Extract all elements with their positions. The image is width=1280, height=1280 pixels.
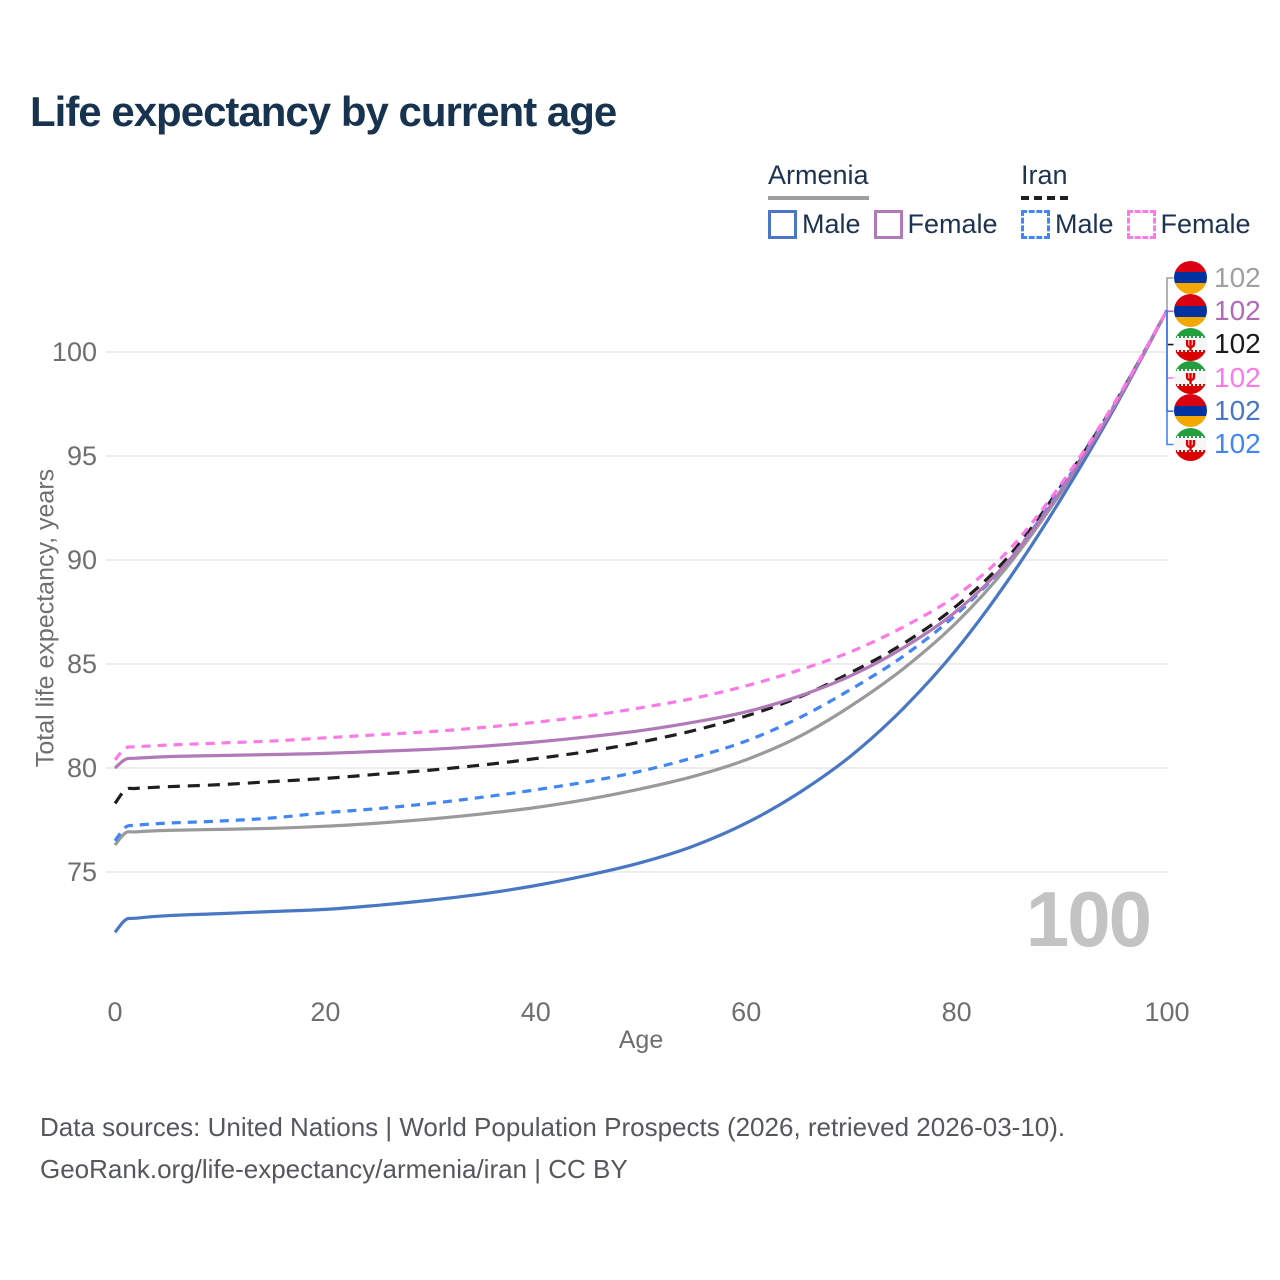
legend-item-label: Male	[802, 209, 861, 239]
y-tick-label: 75	[67, 857, 97, 887]
end-label-armenia-both: ψ 102	[1174, 261, 1261, 295]
armenia-flag-icon: ψ	[1174, 294, 1207, 328]
iran-flag-icon: ψ	[1174, 327, 1207, 361]
x-tick-label: 100	[1144, 997, 1189, 1027]
end-label-connector	[1166, 310, 1174, 446]
y-tick-label: 95	[67, 441, 97, 471]
iran-flag-icon: ψ	[1174, 427, 1207, 461]
end-label-iran-both: ψ 102	[1174, 327, 1261, 361]
series-line-armenia-female	[113, 309, 1169, 770]
armenia-flag-icon: ψ	[1174, 261, 1207, 295]
series-line-iran-both	[113, 309, 1169, 805]
iran-flag-icon: ψ	[1174, 361, 1207, 394]
series-end-labels: ψ 102 ψ 102 ψ 102 ψ 102 ψ 102 ψ 102	[1174, 261, 1261, 461]
armenia-female-swatch	[873, 210, 903, 239]
x-tick-label: 20	[310, 997, 340, 1027]
legend-group-title-iran: Iran	[1021, 160, 1068, 200]
end-value: 102	[1214, 394, 1261, 426]
armenia-flag-icon: ψ	[1174, 394, 1207, 428]
end-value: 102	[1214, 361, 1261, 393]
x-tick-label: 40	[521, 997, 551, 1027]
y-tick-label: 90	[67, 545, 97, 575]
end-label-armenia-male: ψ 102	[1174, 394, 1261, 428]
end-value: 102	[1214, 294, 1261, 326]
footer-line-1: Data sources: United Nations | World Pop…	[40, 1112, 1066, 1142]
end-value: 102	[1214, 261, 1261, 293]
y-axis-title: Total life expectancy, years	[31, 468, 60, 768]
series-line-iran-female	[113, 309, 1169, 761]
end-value: 102	[1214, 328, 1261, 360]
legend-item-iran-male[interactable]: Male	[1021, 209, 1114, 240]
end-value: 102	[1214, 428, 1261, 460]
legend-item-label: Female	[907, 209, 998, 239]
iran-male-swatch	[1021, 210, 1050, 239]
end-label-connector	[1166, 277, 1174, 310]
age-counter-watermark: 100	[1025, 875, 1152, 963]
x-tick-label: 80	[942, 997, 972, 1027]
legend-group-iran: Iran Male Female	[1021, 160, 1251, 240]
legend-item-armenia-male[interactable]: Male	[768, 209, 861, 240]
end-label-connector	[1166, 310, 1174, 313]
y-tick-label: 80	[67, 753, 97, 783]
x-tick-label: 0	[107, 997, 122, 1027]
iran-female-swatch	[1126, 210, 1156, 239]
y-tick-label: 100	[52, 337, 97, 367]
page-title: Life expectancy by current age	[30, 88, 617, 135]
end-label-armenia-female: ψ 102	[1174, 294, 1261, 328]
legend-group-title-armenia: Armenia	[768, 160, 869, 200]
data-source-footer: Data sources: United Nations | World Pop…	[40, 1106, 1065, 1190]
series-line-iran-male	[113, 309, 1169, 842]
end-label-connector	[1166, 310, 1174, 412]
y-tick-label: 85	[67, 649, 97, 679]
legend-group-armenia: Armenia Male Female	[768, 160, 998, 240]
legend-item-label: Female	[1160, 209, 1251, 239]
x-axis-title: Age	[618, 1026, 664, 1054]
end-label-iran-male: ψ 102	[1174, 427, 1261, 461]
end-label-iran-female: ψ 102	[1174, 361, 1261, 394]
footer-line-2: GeoRank.org/life-expectancy/armenia/iran…	[40, 1154, 628, 1184]
x-tick-label: 60	[731, 997, 761, 1027]
legend-item-iran-female[interactable]: Female	[1126, 209, 1251, 240]
series-line-armenia-both	[113, 309, 1169, 847]
armenia-male-swatch	[768, 210, 797, 239]
series-line-armenia-male	[113, 309, 1169, 934]
legend-item-armenia-female[interactable]: Female	[873, 209, 998, 240]
end-label-connector	[1166, 310, 1174, 346]
legend-item-label: Male	[1055, 209, 1114, 239]
